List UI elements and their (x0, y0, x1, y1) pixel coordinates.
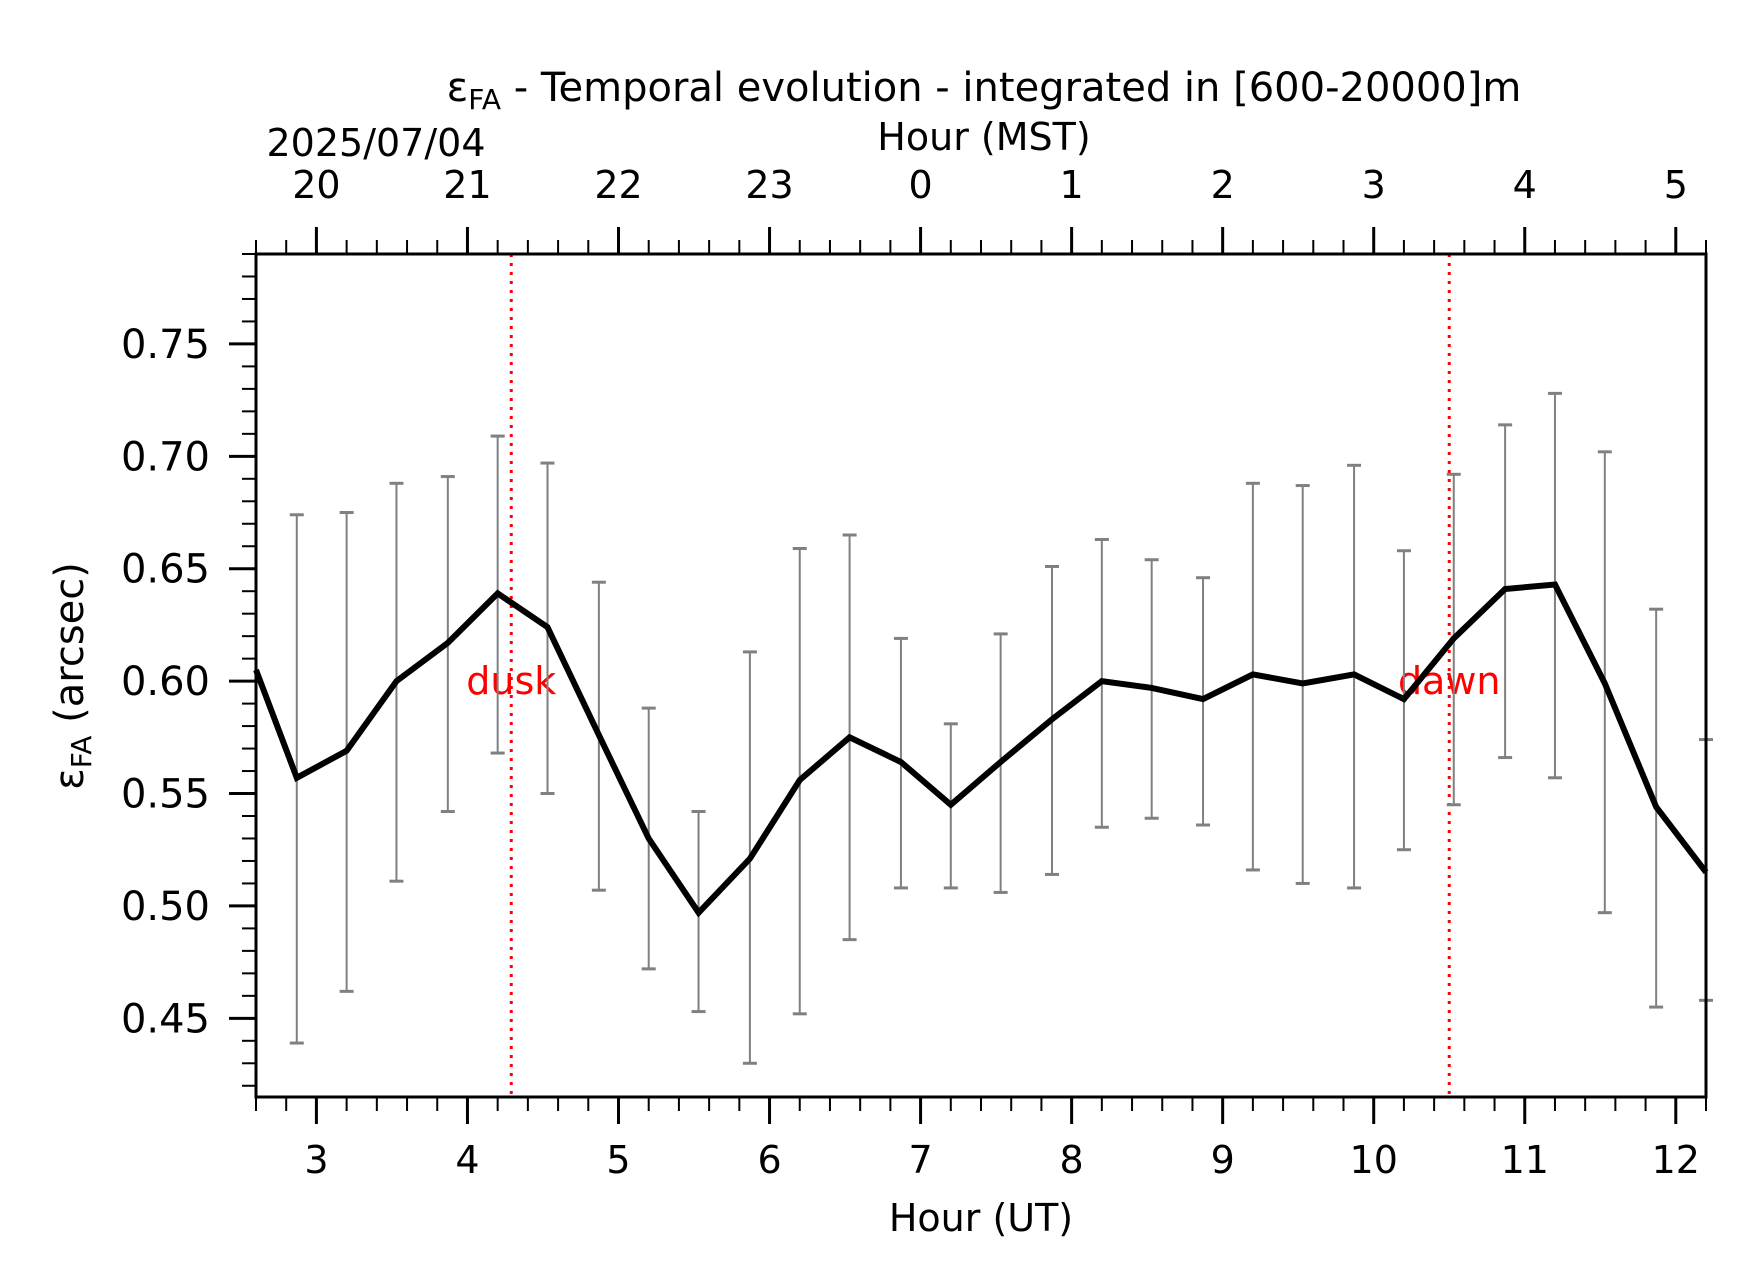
series-lines (253, 581, 1709, 918)
x-tick-label: 7 (908, 1138, 932, 1182)
axis-ticks: 0.450.500.550.600.650.700.753 4 5 6 7 8 9 10 11 1… (121, 163, 1707, 1182)
chart-title-symbol: ε (447, 65, 469, 111)
x-tick-label: 10 (1350, 1138, 1398, 1182)
y-tick-label: 0.55 (121, 772, 210, 818)
error-bars (289, 391, 1713, 1065)
svg-text:εFA - Temporal evolution - int: εFA - Temporal evolution - integrated in… (447, 65, 1522, 116)
series-line (253, 581, 1709, 918)
top-tick-label: 23 (745, 163, 793, 207)
top-tick-label: 0 (908, 163, 932, 207)
top-tick-label: 5 (1664, 163, 1688, 207)
y-tick-label: 0.70 (121, 434, 210, 480)
y-axis-label: εFA (arcsec) (47, 562, 98, 790)
annotations: dusk dawn (466, 254, 1501, 1097)
y-tick-label: 0.60 (121, 659, 210, 705)
y-axis-label-subscript: FA (65, 736, 98, 769)
x-tick-label: 12 (1652, 1138, 1700, 1182)
top-tick-label: 2 (1211, 163, 1235, 207)
x-tick-label: 11 (1501, 1138, 1549, 1182)
y-tick-label: 0.45 (121, 996, 210, 1042)
x-tick-label: 3 (304, 1138, 328, 1182)
top-tick-label: 22 (594, 163, 642, 207)
x-tick-label: 4 (455, 1138, 479, 1182)
top-axis-label: Hour (MST) (877, 115, 1090, 159)
top-tick-label: 4 (1513, 163, 1537, 207)
top-tick-label: 21 (443, 163, 491, 207)
chart-title-subscript: FA (468, 83, 501, 116)
annotation-label-dawn: dawn (1398, 659, 1501, 703)
top-tick-label: 20 (292, 163, 340, 207)
x-tick-label: 5 (606, 1138, 630, 1182)
plot-frame (254, 252, 1708, 1099)
y-axis-label-text: (arcsec) (47, 562, 93, 735)
y-tick-label: 0.75 (121, 322, 210, 368)
x-axis-label: Hour (UT) (889, 1196, 1073, 1240)
top-tick-label: 1 (1060, 163, 1084, 207)
x-tick-label: 9 (1211, 1138, 1235, 1182)
chart-title-text: - Temporal evolution - integrated in [60… (501, 65, 1521, 111)
y-tick-label: 0.50 (121, 884, 210, 930)
svg-text:εFA (arcsec): εFA (arcsec) (47, 562, 98, 790)
top-axis-date: 2025/07/04 (266, 121, 485, 165)
x-tick-label: 6 (757, 1138, 781, 1182)
chart-title: εFA - Temporal evolution - integrated in… (447, 65, 1522, 116)
annotation-label-dusk: dusk (466, 659, 556, 703)
y-axis-label-symbol: ε (47, 768, 93, 790)
y-tick-label: 0.65 (121, 547, 210, 593)
top-tick-label: 3 (1362, 163, 1386, 207)
x-tick-label: 8 (1060, 1138, 1084, 1182)
